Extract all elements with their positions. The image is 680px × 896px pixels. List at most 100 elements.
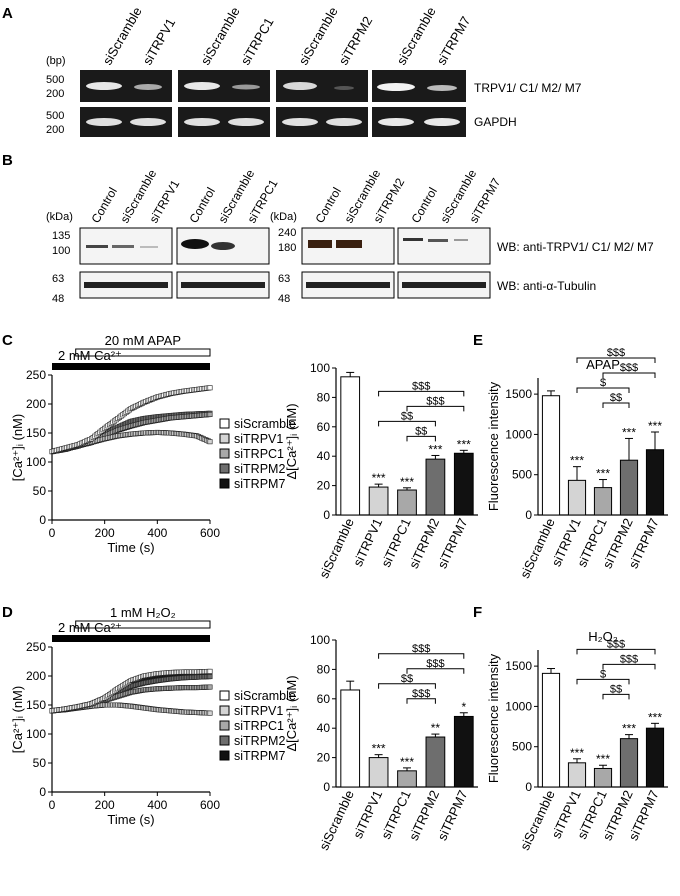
wb-band-b1-1 — [86, 245, 108, 248]
bar-chart-e: 0 500 1000 1500 APAP Fluorescence intensity si… — [486, 347, 668, 581]
y-tick-label: 40 — [317, 449, 331, 463]
y-tick-label: 1500 — [505, 387, 532, 401]
y-tick-label: 20 — [317, 751, 331, 765]
kda-label-right: (kDa) — [270, 211, 297, 223]
y-tick-label: 0 — [39, 513, 46, 527]
data-point — [207, 674, 213, 680]
bracket-label: $$$ — [412, 380, 430, 392]
x-tick-label: 200 — [95, 798, 115, 812]
significance-stars: *** — [372, 471, 386, 485]
panel-letter-f: F — [473, 604, 482, 621]
significance-stars: *** — [400, 475, 414, 489]
series-siScramble — [49, 385, 213, 455]
legend-label: siTRPM2 — [234, 462, 285, 476]
y-axis-label: Δ[Ca²⁺]ᵢ (nM) — [284, 403, 299, 479]
significance-bracket — [406, 668, 465, 674]
y-tick-label: 500 — [512, 468, 532, 482]
band-a4b-l — [378, 118, 414, 126]
significance-stars: *** — [622, 722, 636, 736]
significance-stars: *** — [400, 755, 414, 769]
bar-chart-f: 0 500 1000 1500 H₂O₂ Fluorescence intensity si… — [486, 629, 668, 853]
marker-b-135: 135 — [52, 230, 70, 242]
lane-a-6: siTRPM2 — [336, 14, 376, 68]
y-tick-label: 50 — [33, 484, 47, 498]
row-label-a-target: TRPV1/ C1/ M2/ M7 — [474, 81, 582, 95]
y-tick-label: 1000 — [505, 427, 532, 441]
bar-siTRPC1 — [593, 767, 613, 788]
marker-b-63-right: 63 — [278, 273, 290, 285]
y-tick-label: 100 — [310, 361, 330, 375]
band-a2-r — [232, 84, 260, 90]
y-tick-label: 200 — [26, 669, 46, 683]
y-tick-label: 250 — [26, 368, 46, 382]
marker-a-bottom-500: 500 — [46, 110, 64, 122]
legend-swatch — [219, 705, 230, 716]
wb-band-b3-2 — [336, 240, 362, 248]
legend-label: siTRPM2 — [234, 734, 285, 748]
wb-band-b4-3 — [454, 239, 468, 241]
marker-b-63-left: 63 — [52, 273, 64, 285]
y-tick-label: 150 — [26, 698, 46, 712]
bar-siTRPM7 — [645, 449, 665, 516]
significance-bracket — [576, 648, 656, 655]
lane-a-1: siScramble — [100, 4, 145, 67]
bar-siScramble — [340, 689, 361, 788]
wb-band-b2-2 — [211, 242, 235, 250]
bracket-label: $$$ — [607, 347, 625, 359]
x-tick-label: 600 — [200, 526, 220, 540]
y-tick-label: 0 — [525, 508, 532, 522]
kda-label-left: (kDa) — [46, 211, 73, 223]
x-tick-label: siScramble — [316, 516, 357, 581]
band-a3b-r — [326, 118, 362, 126]
x-tick-label: 0 — [49, 526, 56, 540]
significance-bracket — [576, 678, 630, 685]
panel-letter-b: B — [2, 152, 13, 169]
calcium-bar — [52, 635, 210, 642]
significance-stars: * — [461, 700, 466, 714]
significance-bracket — [602, 372, 656, 378]
row-label-b-target: WB: anti-TRPV1/ C1/ M2/ M7 — [497, 240, 654, 254]
bar-siScramble — [340, 376, 361, 516]
significance-bracket — [378, 390, 465, 397]
marker-b-100: 100 — [52, 245, 70, 257]
calcium-label: 2 mM Ca²⁺ — [58, 348, 122, 363]
bracket-label: $$$ — [412, 688, 430, 700]
x-axis-label: Time (s) — [107, 540, 154, 555]
bar-siTRPV1 — [567, 479, 587, 516]
marker-b-240: 240 — [278, 227, 296, 239]
band-a1b-l — [86, 118, 122, 126]
significance-bracket — [406, 698, 436, 704]
x-tick-label: 400 — [147, 798, 167, 812]
panel-letter-e: E — [473, 332, 483, 349]
panel-b-western-blot: (kDa) (kDa) 135 100 63 48 240 180 63 48 — [46, 167, 654, 305]
wb-tubulin-b2 — [181, 282, 265, 288]
band-a3b-l — [282, 118, 318, 126]
significance-stars: *** — [457, 437, 471, 451]
legend-swatch — [219, 433, 230, 444]
data-point — [207, 385, 213, 391]
y-tick-label: 1500 — [505, 659, 532, 673]
wb-band-b2-1 — [181, 239, 209, 249]
band-a2-l — [184, 82, 220, 90]
legend-label: siTRPC1 — [234, 719, 284, 733]
bar-siScramble — [541, 672, 561, 788]
bar-siTRPC1 — [397, 489, 417, 516]
bar-siTRPM7 — [453, 715, 474, 788]
bar-siTRPM2 — [425, 458, 446, 516]
significance-bracket — [602, 663, 656, 670]
y-axis-label: Fluorescence intensity — [486, 653, 501, 783]
wb-band-b4-2 — [428, 239, 448, 242]
x-tick-label: siScramble — [517, 788, 558, 853]
significance-bracket — [602, 402, 630, 408]
band-a1-r — [134, 84, 162, 90]
wb-tubulin-b4 — [402, 282, 486, 288]
y-axis-label: [Ca²⁺]ᵢ (nM) — [10, 414, 25, 481]
significance-bracket — [378, 420, 436, 427]
bp-label: (bp) — [46, 55, 66, 67]
y-tick-label: 100 — [26, 455, 46, 469]
x-tick-label: 200 — [95, 526, 115, 540]
